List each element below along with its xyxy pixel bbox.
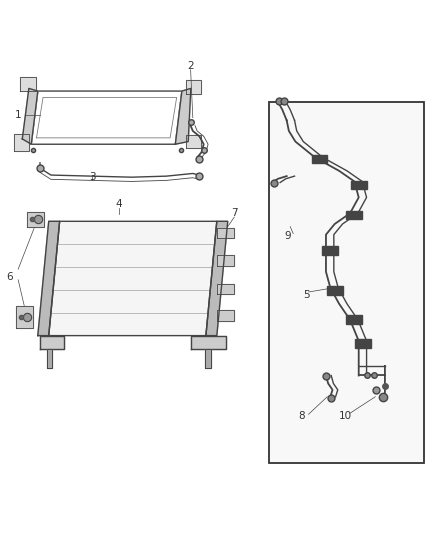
Polygon shape — [16, 306, 33, 328]
Text: 6: 6 — [46, 361, 53, 372]
Bar — [269, 102, 424, 463]
Polygon shape — [22, 88, 38, 144]
Polygon shape — [322, 246, 338, 255]
Polygon shape — [47, 349, 52, 368]
Polygon shape — [27, 212, 44, 227]
Polygon shape — [206, 221, 228, 336]
Polygon shape — [205, 349, 211, 368]
Polygon shape — [20, 77, 35, 91]
Text: 7: 7 — [231, 208, 237, 219]
Polygon shape — [14, 134, 29, 151]
Polygon shape — [49, 221, 217, 336]
Text: 5: 5 — [303, 289, 310, 300]
Text: 8: 8 — [299, 411, 305, 422]
Polygon shape — [217, 255, 234, 266]
Text: 10: 10 — [339, 411, 352, 422]
Polygon shape — [40, 336, 64, 349]
Polygon shape — [346, 211, 362, 219]
Polygon shape — [186, 135, 201, 149]
Polygon shape — [217, 228, 234, 238]
Polygon shape — [217, 310, 234, 321]
Polygon shape — [175, 88, 191, 144]
Polygon shape — [355, 340, 371, 348]
Text: 6: 6 — [6, 272, 13, 282]
Polygon shape — [38, 221, 60, 336]
Polygon shape — [191, 336, 226, 349]
Polygon shape — [311, 155, 327, 164]
Text: 1: 1 — [15, 110, 21, 120]
Polygon shape — [327, 286, 343, 295]
Text: 6: 6 — [205, 361, 212, 372]
Text: 4: 4 — [115, 199, 122, 209]
Text: 2: 2 — [187, 61, 194, 70]
Polygon shape — [351, 181, 367, 189]
Polygon shape — [217, 284, 234, 294]
Text: 9: 9 — [285, 231, 291, 241]
Polygon shape — [346, 316, 362, 324]
Polygon shape — [186, 80, 201, 94]
Text: 3: 3 — [89, 172, 95, 182]
